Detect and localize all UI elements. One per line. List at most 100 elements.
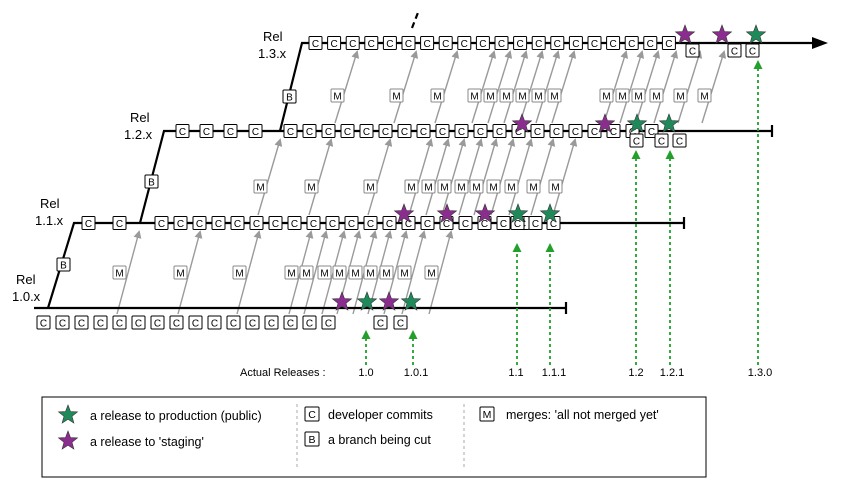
release-version-1-0-1: 1.0.1 (404, 367, 428, 379)
svg-text:M: M (502, 92, 510, 103)
commit-box: C (283, 124, 298, 138)
svg-text:C: C (420, 127, 427, 138)
timeline-arrowhead (812, 37, 828, 49)
merge-arrow (487, 50, 513, 124)
merge-box-23-3: M (467, 88, 482, 103)
svg-text:C: C (498, 39, 505, 50)
merge-box-23-12: M (649, 88, 664, 103)
commit-box: C (112, 216, 127, 230)
svg-text:M: M (618, 92, 626, 103)
commit-box: C (325, 216, 340, 230)
commit-box: C (93, 315, 108, 330)
svg-text:C: C (215, 219, 222, 230)
commit-box: C (528, 216, 543, 230)
svg-text:M: M (676, 92, 684, 103)
svg-text:M: M (518, 92, 526, 103)
commit-box: C (81, 216, 96, 230)
svg-text:C: C (154, 319, 161, 330)
legend-production-star (57, 404, 79, 424)
svg-text:C: C (534, 127, 541, 138)
svg-text:M: M (440, 183, 448, 194)
staging-star (674, 24, 696, 44)
svg-text:C: C (554, 39, 561, 50)
merge-box-12-11: M (548, 179, 563, 194)
staging-star (474, 203, 496, 223)
commit-box: C (568, 124, 583, 138)
commit-box: C (513, 36, 528, 50)
svg-text:C: C (479, 39, 486, 50)
merge-box-1: M (173, 265, 188, 280)
merge-box-12-2: M (363, 179, 378, 194)
merge-arrow (334, 50, 360, 124)
svg-text:M: M (457, 183, 465, 194)
svg-text:C: C (330, 39, 337, 50)
merge-box-10: M (397, 265, 412, 280)
merge-arrow (408, 138, 434, 216)
merge-arrow (552, 138, 578, 216)
svg-text:C: C (629, 127, 636, 138)
commit-box: C (624, 36, 639, 50)
legend-commit-letter: C (308, 409, 316, 421)
commit-box: C (173, 216, 188, 230)
commit-box: C (457, 36, 472, 50)
merge-box-7: M (348, 265, 363, 280)
svg-text:M: M (424, 183, 432, 194)
svg-text:C: C (481, 219, 488, 230)
commit-box: C (606, 36, 621, 50)
commit-box: C (230, 216, 245, 230)
commit-box: C (393, 315, 408, 330)
svg-text:M: M (551, 183, 559, 194)
svg-text:C: C (382, 127, 389, 138)
merge-box-3: M (284, 265, 299, 280)
branch-cut-box-1-2: B (144, 174, 159, 189)
commit-box: C (397, 124, 412, 138)
merge-box-12-1: M (304, 179, 319, 194)
commit-box: C (672, 133, 687, 148)
commit-box: C (531, 36, 546, 50)
svg-text:C: C (610, 127, 617, 138)
svg-text:M: M (382, 269, 390, 280)
merge-box-23-14: M (697, 88, 712, 103)
svg-text:C: C (363, 127, 370, 138)
staging-star (511, 113, 533, 133)
svg-text:M: M (333, 92, 341, 103)
legend: a release to production (public) a relea… (41, 396, 707, 478)
commit-box: C (364, 36, 379, 50)
svg-text:C: C (349, 39, 356, 50)
legend-commit-box: C (304, 406, 320, 422)
production-star-icon (57, 404, 79, 424)
svg-text:M: M (302, 269, 310, 280)
commit-box: C (327, 36, 342, 50)
svg-text:C: C (515, 127, 522, 138)
merge-arrow (677, 50, 703, 124)
timeline-cut-mark (410, 9, 421, 29)
svg-text:C: C (158, 219, 165, 230)
legend-staging-star (57, 430, 79, 450)
svg-text:C: C (97, 319, 104, 330)
svg-text:M: M (550, 92, 558, 103)
merge-box-5: M (317, 265, 332, 280)
svg-text:M: M (634, 92, 642, 103)
svg-text:C: C (291, 219, 298, 230)
svg-text:M: M (470, 92, 478, 103)
merge-arrow (303, 230, 329, 315)
svg-text:C: C (405, 39, 412, 50)
svg-text:C: C (287, 319, 294, 330)
svg-text:M: M (489, 183, 497, 194)
svg-text:C: C (439, 127, 446, 138)
svg-text:C: C (609, 39, 616, 50)
merge-box-23-8: M (547, 88, 562, 103)
commit-box: C (344, 216, 359, 230)
svg-text:C: C (401, 127, 408, 138)
commit-box: C (745, 43, 760, 58)
staging-star (436, 203, 458, 223)
legend-branch-cut-text: a branch being cut (328, 433, 431, 447)
svg-text:C: C (234, 219, 241, 230)
merge-box-23-2: M (430, 88, 445, 103)
svg-text:M: M (176, 269, 184, 280)
production-star (507, 203, 529, 223)
svg-text:C: C (227, 127, 234, 138)
commit-box: C (496, 216, 511, 230)
svg-text:M: M (400, 269, 408, 280)
